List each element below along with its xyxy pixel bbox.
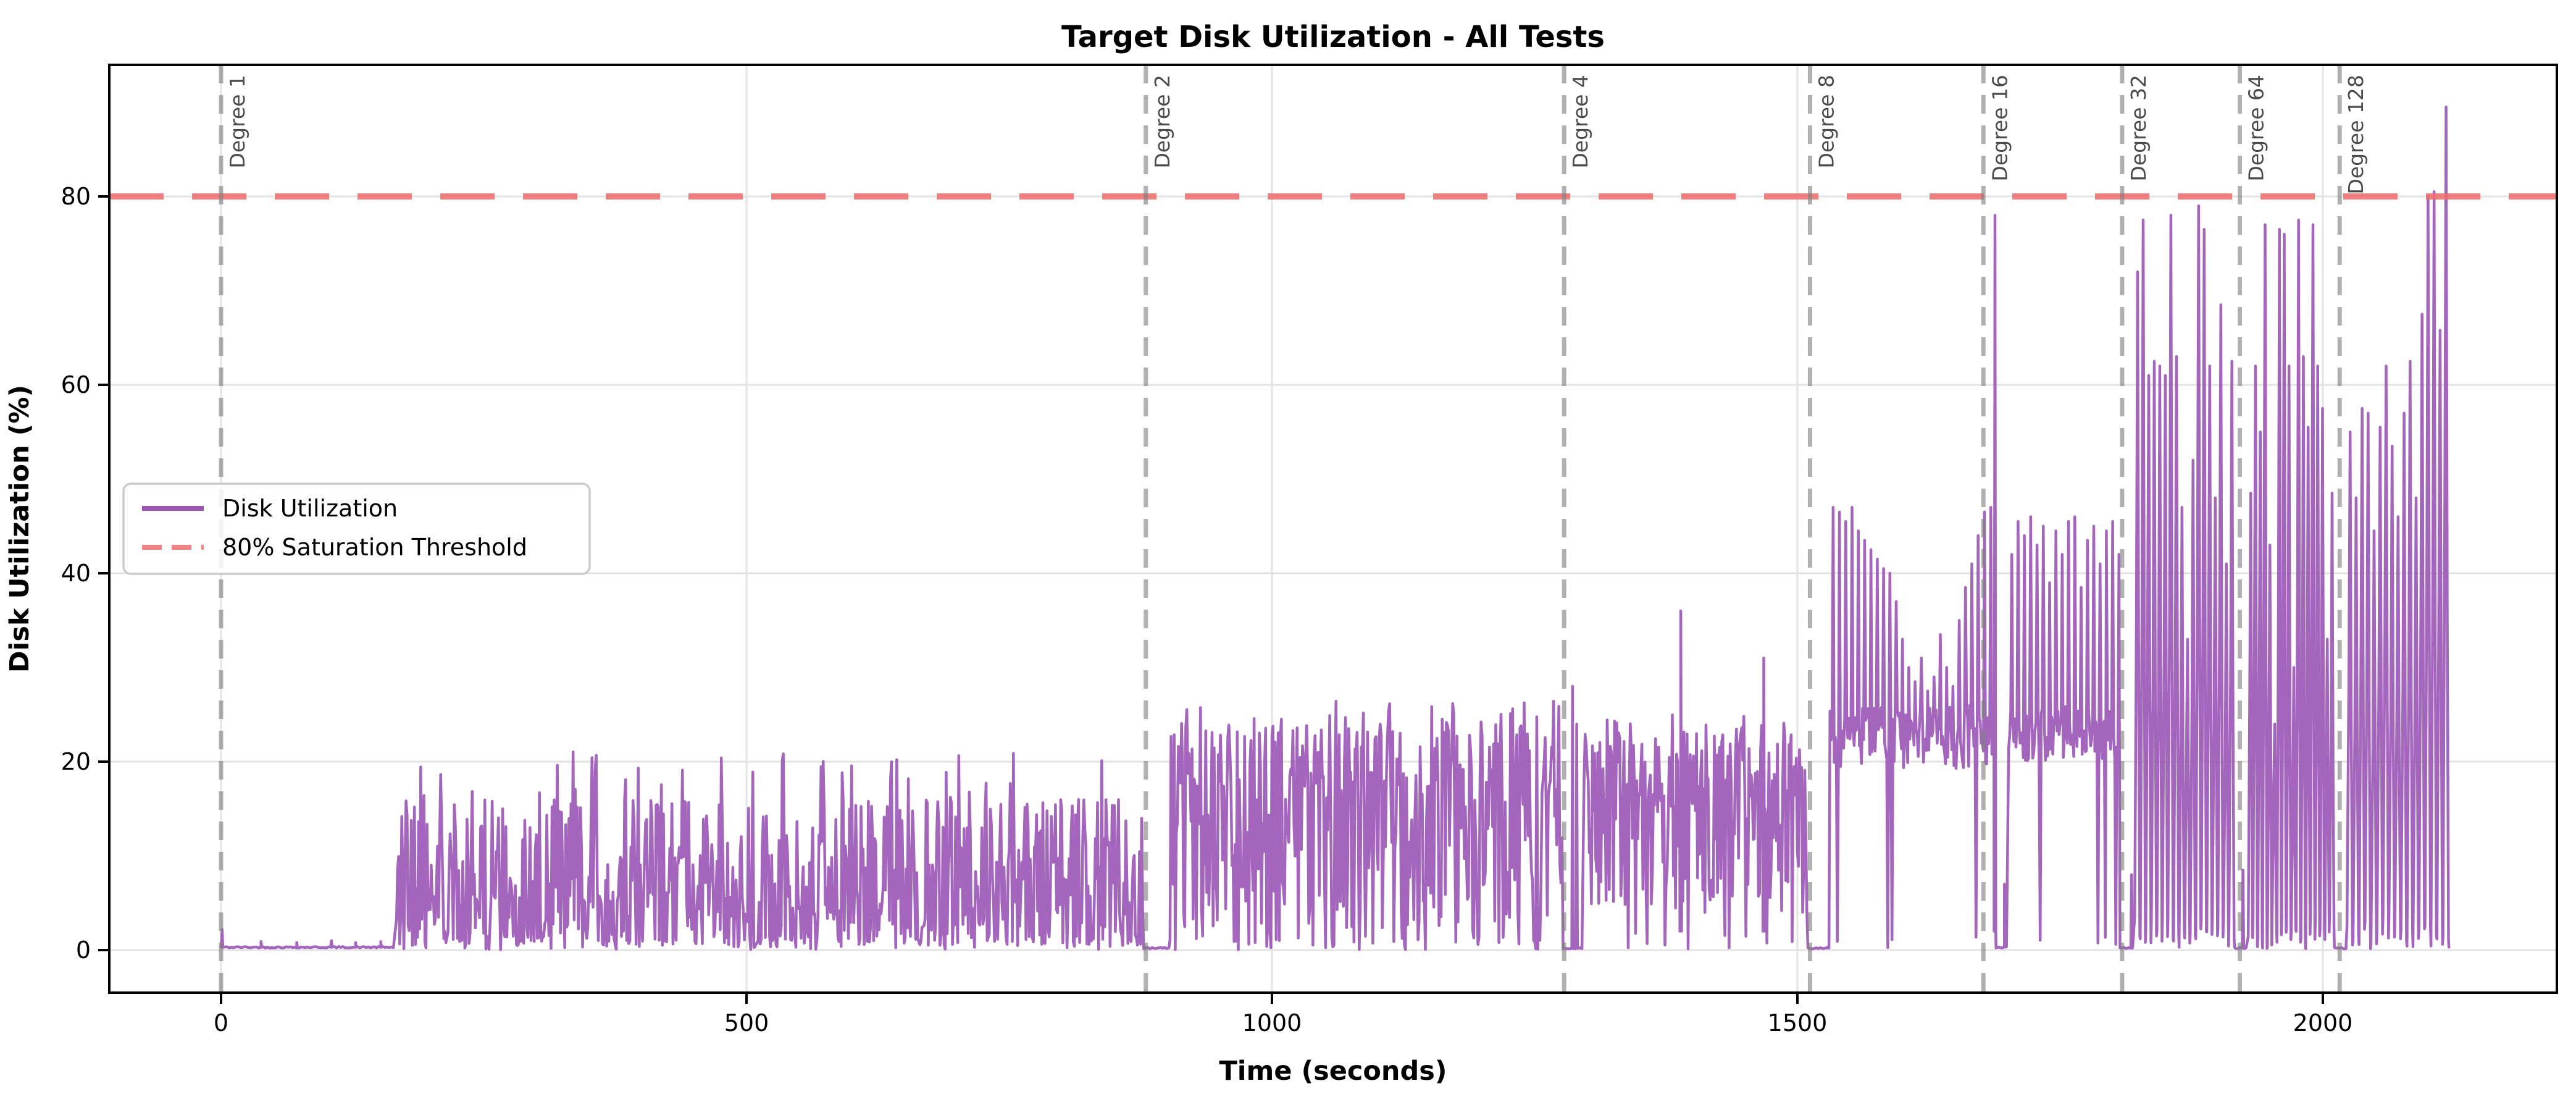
y-tick-label: 80	[61, 183, 91, 210]
legend-item-label: 80% Saturation Threshold	[222, 534, 527, 561]
y-tick-label: 20	[61, 748, 91, 775]
chart-title: Target Disk Utilization - All Tests	[1061, 20, 1605, 54]
degree-marker-label: Degree 64	[2244, 75, 2269, 182]
axes-spines	[108, 64, 2558, 994]
legend-item-label: Disk Utilization	[222, 495, 398, 522]
degree-marker-label: Degree 8	[1814, 75, 1838, 169]
degree-marker-label: Degree 1	[225, 75, 249, 169]
disk-utilization-series	[219, 105, 2451, 951]
degree-marker-label: Degree 2	[1150, 75, 1174, 169]
degree-marker-label: Degree 4	[1568, 75, 1592, 169]
plot-area: Degree 1 Degree 2 Degree 4 Degree 8 Degree 1…	[61, 64, 2558, 1037]
x-tick-label: 1000	[1242, 1009, 1302, 1037]
y-tick-label: 60	[61, 371, 91, 398]
y-axis-label: Disk Utilization (%)	[4, 385, 35, 673]
x-tick-label: 500	[724, 1009, 769, 1037]
x-tick-label: 1500	[1768, 1009, 1828, 1037]
y-tick-label: 0	[76, 936, 91, 964]
legend-box	[122, 482, 591, 575]
degree-marker-label: Degree 128	[2344, 75, 2368, 195]
x-tick-label: 0	[214, 1009, 228, 1037]
x-axis-label: Time (seconds)	[1219, 1056, 1447, 1087]
degree-marker-label: Degree 16	[1988, 75, 2012, 182]
degree-marker-label: Degree 32	[2126, 75, 2151, 182]
x-tick-label: 2000	[2293, 1009, 2353, 1037]
y-tick-label: 40	[61, 560, 91, 587]
